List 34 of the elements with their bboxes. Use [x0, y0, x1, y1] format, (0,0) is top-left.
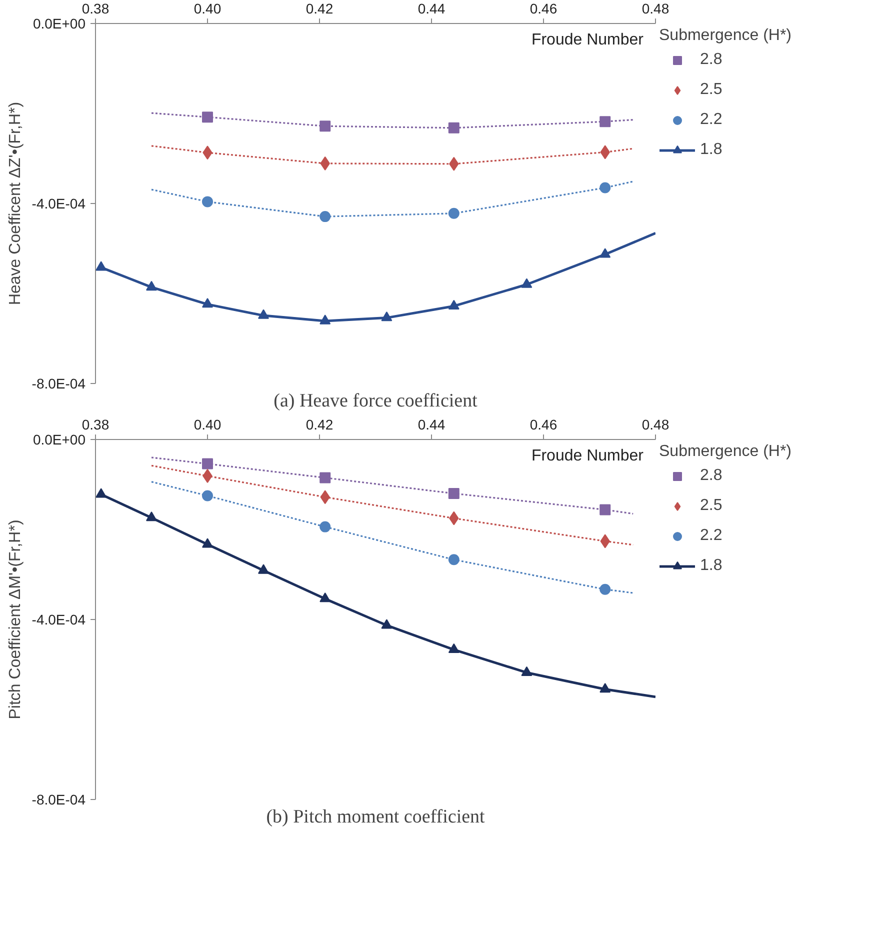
y-axis-title: Pitch Coefficient ΔM'•(Fr,H*): [6, 520, 24, 720]
x-tick-label: 0.44: [418, 0, 446, 16]
x-tick-label: 0.48: [642, 416, 670, 432]
y-tick-label: 0.0E+00: [32, 16, 86, 32]
y-tick-label: -4.0E-04: [32, 196, 86, 212]
legend-label: 1.8: [700, 557, 722, 575]
x-axis-title: Froude Number: [531, 448, 644, 464]
x-tick-label: 0.40: [194, 416, 222, 432]
legend-label: 1.8: [700, 141, 722, 159]
legend-label: 2.5: [700, 81, 722, 99]
legend-label: 2.8: [700, 467, 722, 485]
x-tick-label: 0.38: [82, 416, 110, 432]
legend-label: 2.8: [700, 51, 722, 69]
y-tick-label: -8.0E-04: [32, 792, 86, 808]
x-tick-label: 0.42: [306, 416, 334, 432]
x-tick-label: 0.46: [530, 0, 558, 16]
legend-label: 2.2: [700, 527, 722, 545]
x-tick-label: 0.40: [194, 0, 222, 16]
y-tick-label: -4.0E-04: [32, 612, 86, 628]
x-tick-label: 0.38: [82, 0, 110, 16]
x-axis-title: Froude Number: [531, 32, 644, 48]
text: (b) Pitch moment coefficient: [266, 806, 486, 828]
y-tick-label: 0.0E+00: [32, 432, 86, 448]
x-tick-label: 0.42: [306, 0, 334, 16]
legend-label: 2.5: [700, 497, 722, 515]
y-tick-label: -8.0E-04: [32, 376, 86, 392]
x-tick-label: 0.46: [530, 416, 558, 432]
legend-title: Submergence (H*): [659, 27, 792, 45]
x-tick-label: 0.48: [642, 0, 670, 16]
text: (a) Heave force coefficient: [274, 390, 478, 412]
legend-title: Submergence (H*): [659, 443, 792, 461]
y-axis-title: Heave Coefficent ΔZ'•(Fr,H*): [6, 102, 24, 306]
legend-label: 2.2: [700, 111, 722, 129]
x-tick-label: 0.44: [418, 416, 446, 432]
